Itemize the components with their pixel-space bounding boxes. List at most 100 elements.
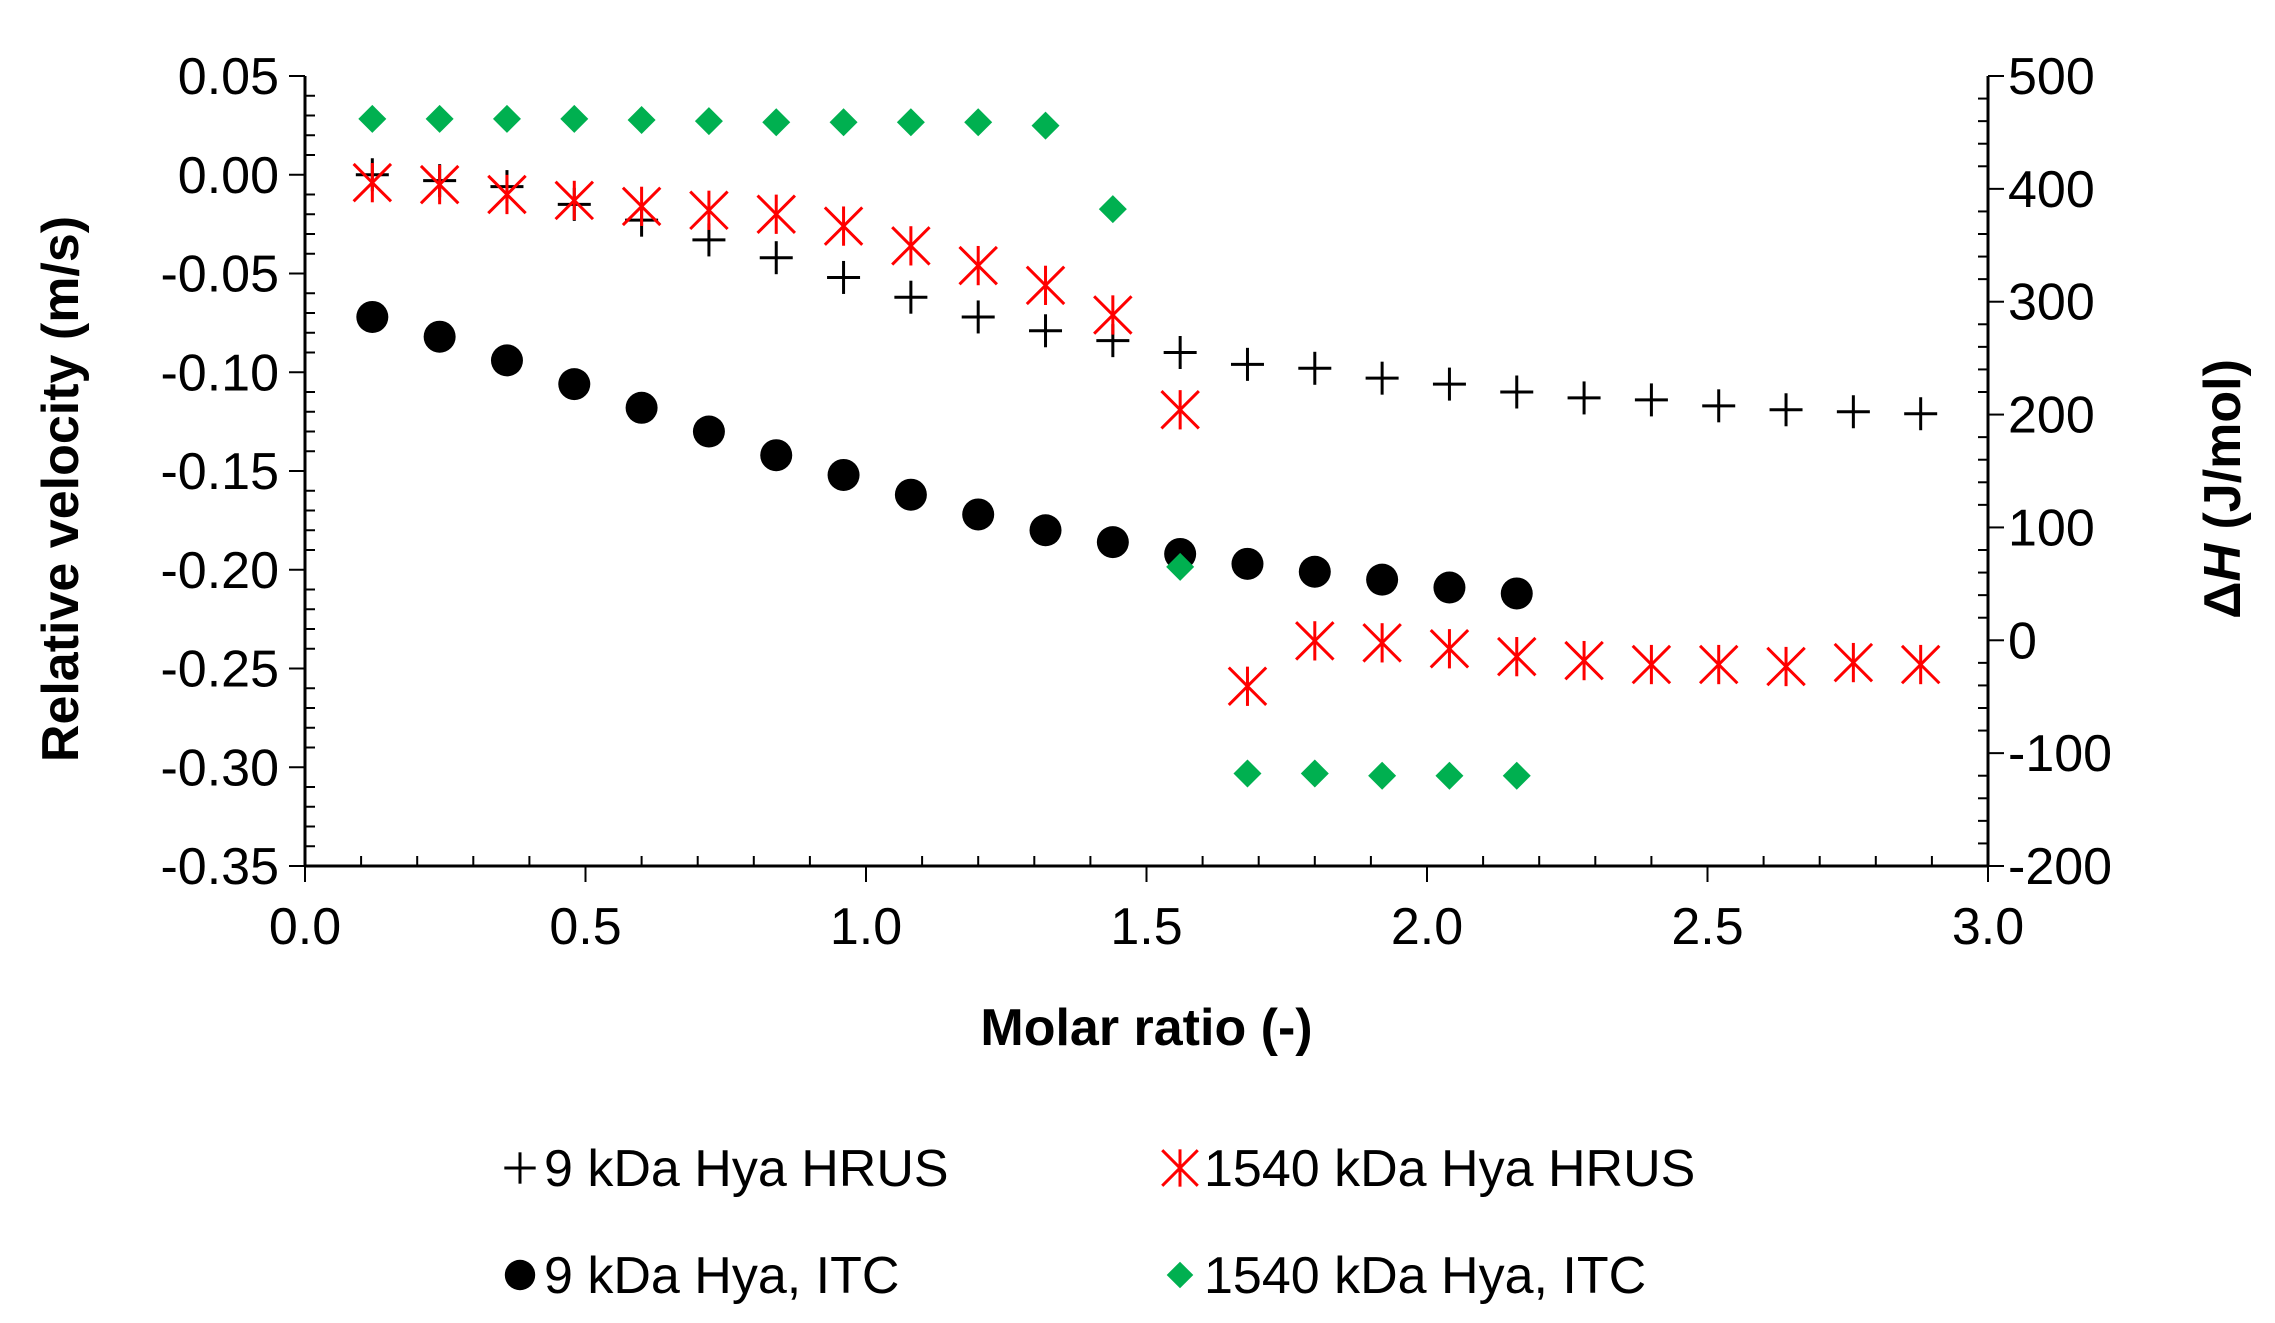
data-point: [1900, 644, 1941, 685]
data-point: [760, 439, 793, 472]
data-marks: [352, 104, 1941, 790]
data-point: [1298, 555, 1331, 588]
circle-shape: [1500, 577, 1533, 610]
data-point: [689, 190, 729, 231]
data-point: [1298, 351, 1332, 385]
data-point: [762, 108, 791, 137]
data-point: [352, 162, 393, 203]
data-point: [1833, 642, 1874, 683]
data-point: [756, 194, 797, 235]
circle-shape: [1298, 555, 1331, 588]
diamond-shape: [358, 104, 387, 133]
circle-shape: [962, 498, 995, 531]
diamond-shape: [1166, 1261, 1194, 1289]
data-point: [1502, 761, 1531, 790]
diamond-shape: [694, 107, 723, 136]
data-point: [358, 104, 387, 133]
data-point: [1093, 295, 1133, 335]
diamond-shape: [1300, 759, 1329, 788]
diamond-shape: [1502, 761, 1531, 790]
x-tick-label: 0.5: [549, 898, 621, 956]
y-right-tick-label: 400: [2008, 161, 2095, 219]
data-point: [827, 260, 861, 294]
data-point: [1698, 644, 1739, 685]
data-point: [356, 300, 389, 333]
legend-item: 1540 kDa Hya HRUS: [1161, 1140, 1695, 1198]
data-point: [891, 226, 931, 266]
data-point: [1702, 389, 1736, 423]
circle-shape: [423, 320, 456, 353]
data-point: [1433, 571, 1466, 604]
data-point: [1025, 265, 1066, 306]
diamond-shape: [762, 108, 791, 137]
data-point: [896, 108, 925, 137]
data-point: [1634, 383, 1668, 417]
y-right-tick-label: 200: [2008, 387, 2095, 445]
data-point: [1904, 397, 1938, 431]
circle-shape: [356, 300, 389, 333]
x-tick-label: 2.5: [1671, 898, 1743, 956]
y-left-tick-label: -0.25: [160, 641, 279, 699]
data-point: [1227, 666, 1268, 707]
y-right-tick-label: 0: [2008, 612, 2037, 670]
y-left-tick-label: 0.00: [178, 147, 279, 205]
diamond-shape: [896, 108, 925, 137]
y-axis-right-title-delta: Δ: [2194, 582, 2252, 619]
data-point: [625, 391, 658, 424]
y-left-tick-label: -0.20: [160, 542, 279, 600]
legend-marker: [1161, 1149, 1199, 1187]
data-point: [1567, 381, 1601, 415]
data-point: [1564, 640, 1604, 681]
data-point: [1631, 644, 1672, 685]
data-point: [1300, 759, 1329, 788]
x-tick-label: 0.0: [269, 898, 341, 956]
data-point: [1362, 623, 1402, 663]
diamond-shape: [964, 108, 993, 137]
y-axis-right-title-unit: (J/mol): [2194, 359, 2252, 544]
data-point: [759, 241, 793, 275]
diamond-shape: [1098, 195, 1127, 224]
data-point: [894, 280, 928, 314]
data-point: [1496, 636, 1537, 677]
y-axis-right-title-var: H: [2194, 543, 2252, 582]
data-point: [958, 245, 998, 286]
circle-shape: [692, 415, 725, 448]
data-point: [894, 478, 927, 511]
data-point: [1231, 547, 1264, 580]
circle-shape: [504, 1259, 536, 1291]
legend-label: 1540 kDa Hya HRUS: [1204, 1140, 1695, 1198]
diamond-shape: [1368, 761, 1397, 790]
legend-item: 9 kDa Hya HRUS: [504, 1140, 949, 1198]
data-point: [823, 206, 864, 246]
diamond-shape: [829, 108, 858, 137]
circle-shape: [558, 368, 591, 401]
data-point: [423, 320, 456, 353]
y-axis-left-title: Relative velocity (m/s): [32, 216, 90, 762]
diamond-shape: [560, 104, 589, 133]
data-point: [1029, 314, 1063, 348]
y-left-tick-label: -0.15: [160, 443, 279, 501]
circle-shape: [1029, 514, 1062, 547]
circle-shape: [894, 478, 927, 511]
legend-item: 9 kDa Hya, ITC: [504, 1247, 899, 1305]
y-right-tick-label: 500: [2008, 48, 2095, 106]
data-point: [1769, 393, 1803, 427]
series-9-kda-hya-itc: [356, 300, 1533, 610]
legend-item: 1540 kDa Hya, ITC: [1166, 1247, 1646, 1305]
y-left-tick-label: -0.35: [160, 838, 279, 896]
data-point: [487, 174, 527, 215]
diamond-shape: [1435, 761, 1464, 790]
data-point: [692, 415, 725, 448]
data-point: [961, 300, 995, 334]
data-point: [419, 164, 460, 205]
y-left-tick-label: -0.30: [160, 739, 279, 797]
legend-label: 1540 kDa Hya, ITC: [1204, 1247, 1646, 1305]
circle-shape: [1366, 563, 1399, 596]
data-point: [490, 344, 523, 377]
y-right-tick-label: 300: [2008, 274, 2095, 332]
legend-marker: [504, 1259, 536, 1291]
data-point: [1435, 761, 1464, 790]
x-axis-title: Molar ratio (-): [980, 999, 1312, 1057]
x-tick-label: 1.5: [1110, 898, 1182, 956]
diamond-shape: [1233, 759, 1262, 788]
